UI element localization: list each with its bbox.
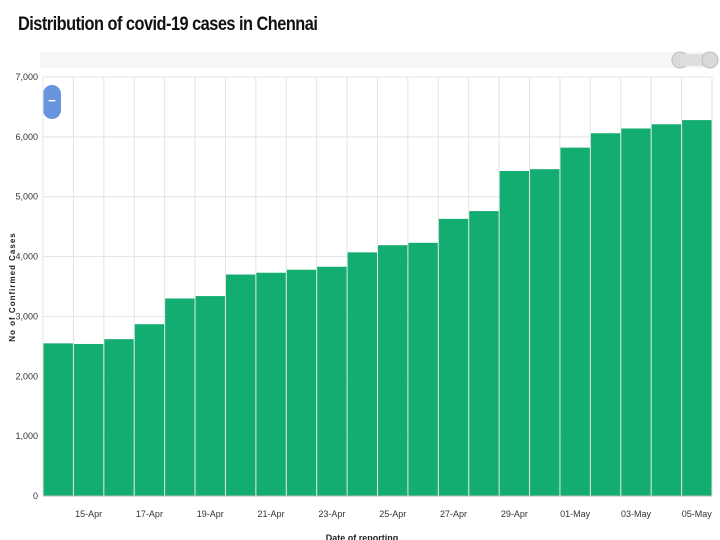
bar-01-May (560, 147, 590, 497)
x-tick-label: 27-Apr (440, 509, 467, 519)
x-tick-label: 05-May (682, 509, 713, 519)
bar-24-Apr (347, 252, 377, 496)
bar-21-Apr (256, 272, 286, 496)
bar-29-Apr (499, 170, 530, 496)
zoom-out-button[interactable]: − (43, 85, 61, 119)
horizontal-scrollbar[interactable] (40, 52, 712, 68)
bar-23-Apr (317, 266, 347, 496)
y-tick-label: 5,000 (15, 192, 38, 202)
bar-28-Apr (469, 211, 499, 496)
x-tick-label: 21-Apr (258, 509, 285, 519)
chart-title: Distribution of covid-19 cases in Chenna… (18, 14, 318, 35)
bar-25-Apr (378, 245, 408, 496)
bar-22-Apr (286, 269, 317, 496)
bar-02-May (590, 133, 621, 496)
y-tick-label: 1,000 (15, 431, 38, 441)
bar-20-Apr (225, 274, 256, 496)
bar-15-Apr (73, 343, 104, 496)
bar-26-Apr (408, 242, 438, 496)
x-tick-label: 15-Apr (75, 509, 102, 519)
bar-27-Apr (438, 218, 469, 496)
y-tick-label: 2,000 (15, 371, 38, 381)
bar-14-Apr (43, 343, 73, 496)
bar-16-Apr (104, 339, 134, 496)
bar-04-May (651, 124, 682, 496)
bar-30-Apr (530, 169, 560, 496)
y-tick-label: 6,000 (15, 132, 38, 142)
x-tick-label: 19-Apr (197, 509, 224, 519)
y-tick-label: 3,000 (15, 311, 38, 321)
y-tick-label: 7,000 (15, 72, 38, 82)
x-tick-label: 17-Apr (136, 509, 163, 519)
x-axis-title: Date of reporting (326, 533, 399, 540)
scrollbar-grip-handle[interactable] (671, 46, 719, 74)
y-axis-title: No of Confirmed Cases (8, 232, 17, 341)
y-tick-label: 0 (33, 491, 38, 501)
y-tick-label: 4,000 (15, 252, 38, 262)
bar-18-Apr (165, 298, 195, 496)
bar-05-May (682, 120, 712, 497)
x-tick-label: 25-Apr (379, 509, 406, 519)
x-tick-label: 29-Apr (501, 509, 528, 519)
x-tick-label: 01-May (560, 509, 591, 519)
x-tick-label: 03-May (621, 509, 652, 519)
bar-03-May (621, 128, 651, 496)
bar-19-Apr (195, 296, 225, 496)
x-tick-label: 23-Apr (318, 509, 345, 519)
bar-17-Apr (134, 324, 165, 496)
